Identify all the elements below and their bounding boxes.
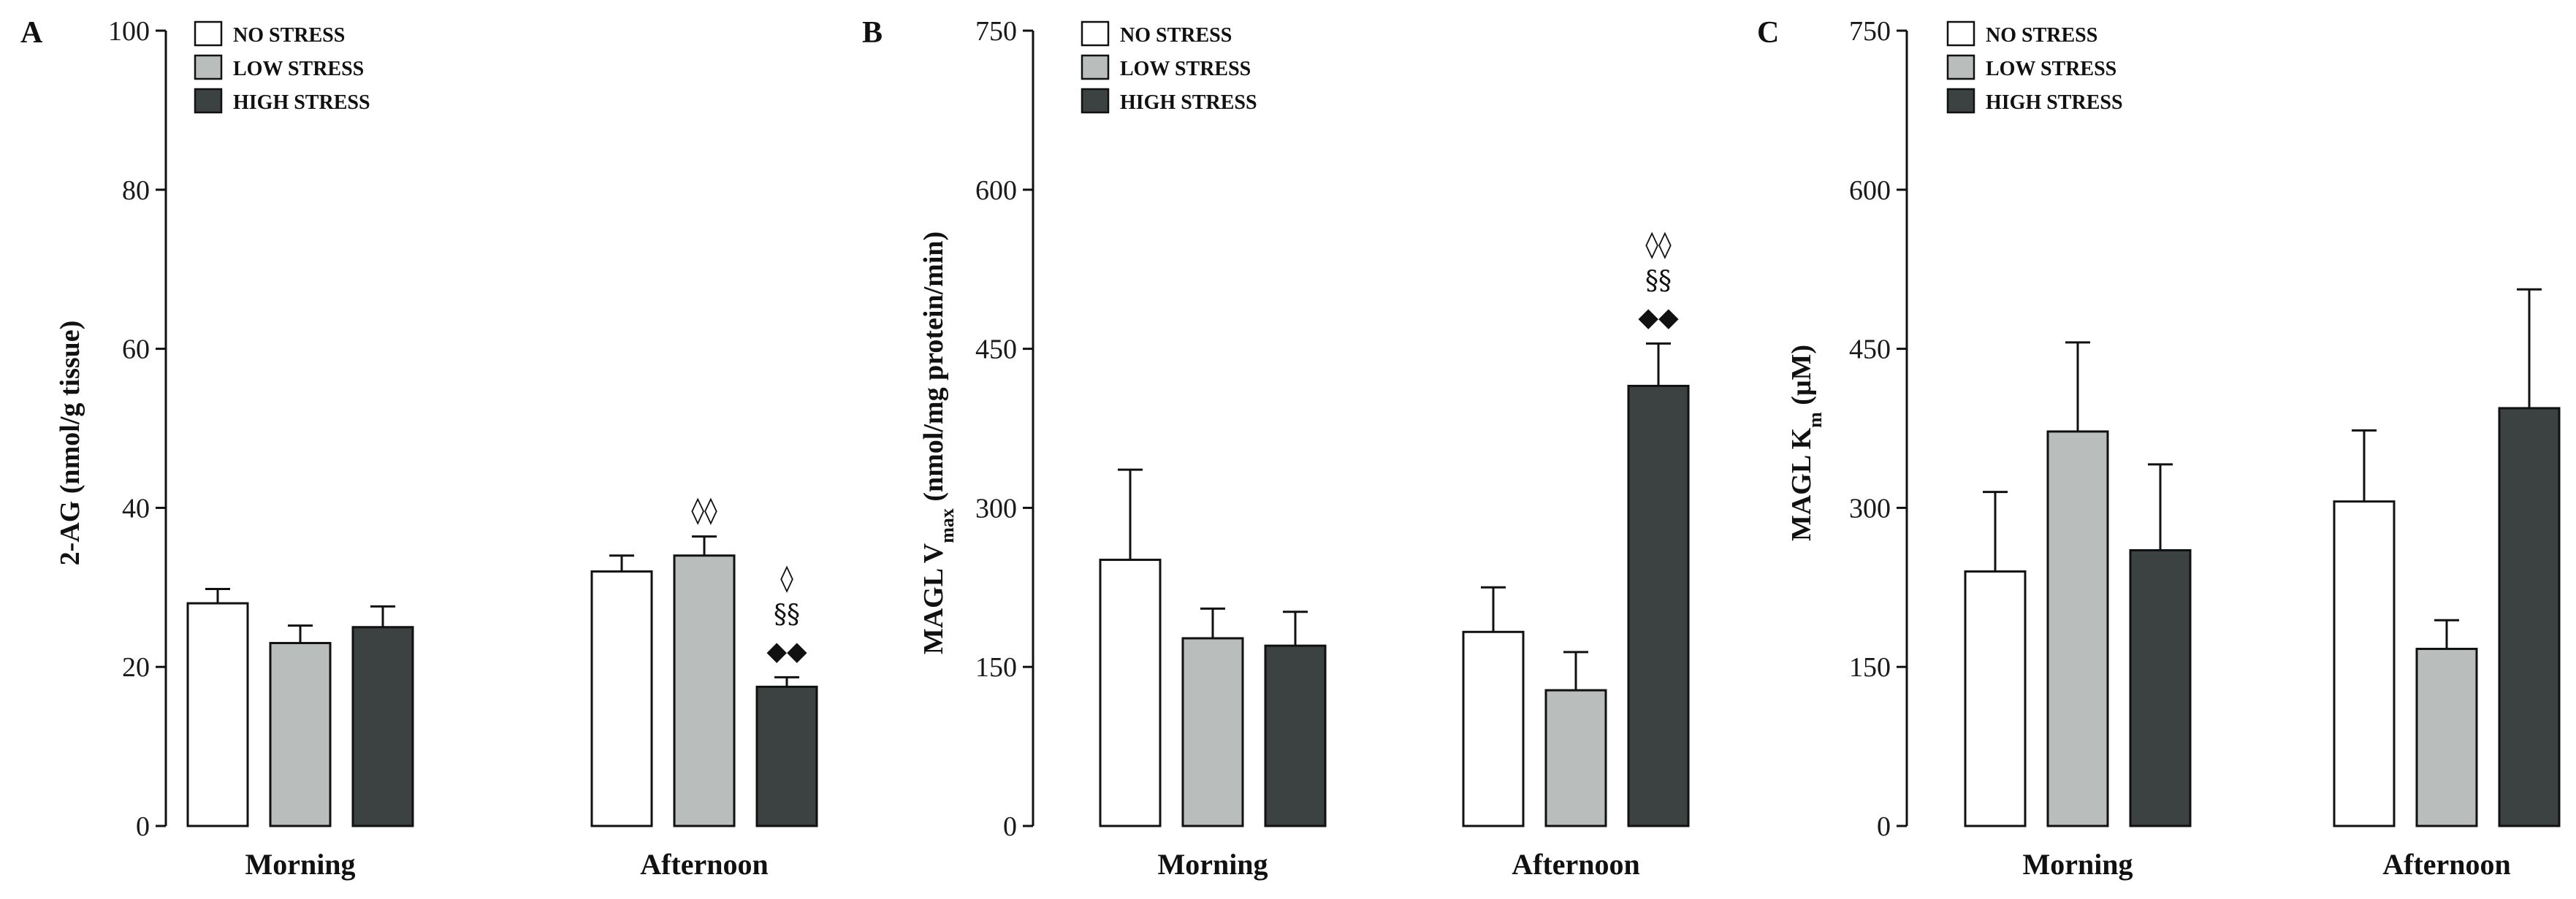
significance-marker: §§ — [1645, 266, 1672, 296]
legend-label-no-stress: NO STRESS — [1986, 24, 2097, 47]
bar-morning-high-stress — [1264, 644, 1327, 827]
category-label: Afternoon — [2382, 848, 2511, 881]
y-tick-label: 750 — [975, 16, 1017, 47]
legend-swatch-no-stress — [194, 20, 223, 47]
y-axis-label-units: (nmol/mg protein/min) — [918, 232, 949, 508]
bar-morning-low-stress — [1181, 637, 1244, 827]
y-tick-label: 750 — [1849, 16, 1891, 47]
category-label: Afternoon — [1512, 848, 1640, 881]
bar-afternoon-no-stress — [1462, 630, 1525, 827]
bar-afternoon-high-stress — [1627, 384, 1690, 827]
legend-swatch-low-stress — [1081, 54, 1110, 80]
legend: NO STRESS LOW STRESS HIGH STRESS — [1946, 20, 2123, 114]
category-label: Morning — [2022, 848, 2133, 881]
bar-morning-high-stress — [2129, 548, 2192, 827]
category-label: Morning — [1157, 848, 1268, 881]
y-tick-label: 100 — [108, 16, 150, 47]
bar-morning-no-stress — [1099, 559, 1162, 827]
significance-marker: ◆◆ — [766, 636, 807, 666]
y-tick-label: 600 — [975, 175, 1017, 206]
legend-swatch-no-stress — [1946, 20, 1975, 47]
bar-afternoon-high-stress — [2498, 407, 2561, 827]
significance-marker: ◊◊ — [1645, 229, 1672, 259]
legend-label-low-stress: LOW STRESS — [1120, 58, 1251, 80]
y-tick-label: 450 — [975, 334, 1017, 365]
y-tick-label: 0 — [136, 811, 150, 842]
significance-marker: ◆◆ — [1638, 302, 1679, 332]
legend: NO STRESS LOW STRESS HIGH STRESS — [194, 20, 370, 114]
bar-morning-no-stress — [186, 602, 249, 827]
legend-swatch-high-stress — [194, 88, 223, 114]
legend-swatch-no-stress — [1081, 20, 1110, 47]
legend-swatch-high-stress — [1081, 88, 1110, 114]
y-tick-label: 300 — [975, 493, 1017, 524]
legend-label-high-stress: HIGH STRESS — [1120, 91, 1257, 114]
y-axis-label-units: (μM) — [1786, 345, 1817, 412]
y-tick-label: 40 — [122, 493, 150, 524]
y-tick-label: 0 — [1003, 811, 1017, 842]
y-axis-label: 2-AG (nmol/g tissue) — [55, 321, 85, 566]
bar-morning-low-stress — [2046, 430, 2109, 827]
bar-afternoon-no-stress — [590, 570, 653, 827]
y-axis-label-main: MAGL V — [918, 543, 949, 654]
y-axis-label: MAGL Km (μM) — [1786, 345, 1826, 541]
bar-afternoon-low-stress — [2415, 648, 2478, 827]
y-tick-label: 60 — [122, 334, 150, 365]
legend: NO STRESS LOW STRESS HIGH STRESS — [1081, 20, 1257, 114]
category-label: Afternoon — [640, 848, 769, 881]
panel-letter: A — [20, 16, 43, 50]
y-tick-label: 20 — [122, 652, 150, 683]
bar-afternoon-low-stress — [1544, 689, 1607, 827]
y-axis-label-main: MAGL K — [1786, 427, 1817, 541]
category-label: Morning — [245, 848, 355, 881]
legend-swatch-low-stress — [194, 54, 223, 80]
bar-afternoon-no-stress — [2333, 500, 2396, 827]
y-axis-label: MAGL Vmax (nmol/mg protein/min) — [918, 232, 958, 654]
y-tick-label: 600 — [1849, 175, 1891, 206]
legend-swatch-high-stress — [1946, 88, 1975, 114]
significance-marker: ◊ — [780, 563, 793, 593]
bar-afternoon-high-stress — [755, 685, 818, 827]
significance-marker: ◊◊ — [691, 496, 717, 526]
y-axis-label-subscript: max — [937, 508, 958, 543]
panel-letter: C — [1757, 16, 1779, 50]
legend-label-no-stress: NO STRESS — [1120, 24, 1232, 47]
y-tick-label: 150 — [1849, 652, 1891, 683]
legend-label-high-stress: HIGH STRESS — [233, 91, 370, 114]
y-tick-label: 150 — [975, 652, 1017, 683]
panel-c: C 0 150 300 450 600 750 MAGL Km (μM) Morning Afte… — [1757, 16, 2561, 881]
legend-label-no-stress: NO STRESS — [233, 24, 345, 47]
panel-letter: B — [862, 16, 883, 50]
bar-morning-low-stress — [269, 642, 332, 827]
y-axis-label-subscript: m — [1805, 412, 1826, 428]
significance-marker: §§ — [774, 600, 800, 630]
legend-label-high-stress: HIGH STRESS — [1986, 91, 2123, 114]
y-tick-label: 0 — [1877, 811, 1891, 842]
bar-morning-no-stress — [1964, 570, 2027, 827]
legend-label-low-stress: LOW STRESS — [233, 58, 364, 80]
bar-afternoon-low-stress — [673, 554, 736, 827]
legend-label-low-stress: LOW STRESS — [1986, 58, 2116, 80]
y-tick-label: 80 — [122, 175, 150, 206]
bar-morning-high-stress — [351, 626, 414, 827]
legend-swatch-low-stress — [1946, 54, 1975, 80]
panel-b: B 0 150 300 450 600 750 MAGL Vmax (nmol/mg prot… — [862, 16, 1690, 881]
y-tick-label: 300 — [1849, 493, 1891, 524]
y-tick-label: 450 — [1849, 334, 1891, 365]
panel-a: A 0 20 40 60 80 100 2-AG (nmol/g tissue) Morning… — [20, 16, 818, 881]
